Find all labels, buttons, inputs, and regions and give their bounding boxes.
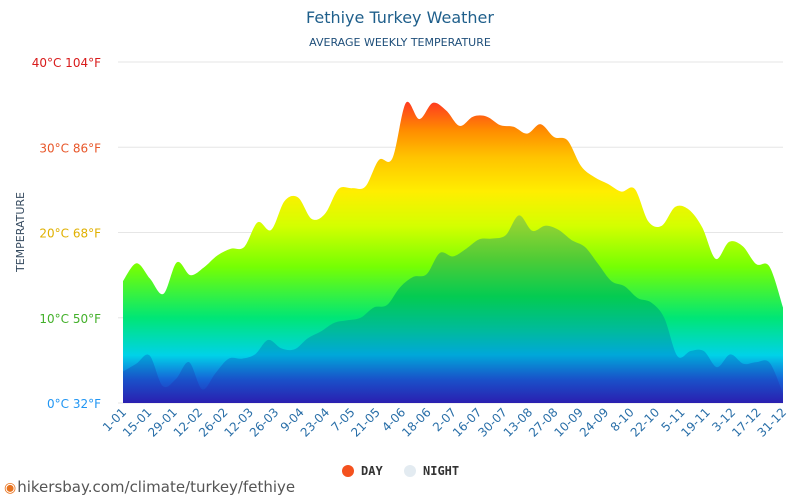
legend-night-marker bbox=[404, 465, 416, 477]
legend-day-marker bbox=[342, 465, 354, 477]
y-tick-label: 10°C 50°F bbox=[39, 312, 101, 326]
legend: DAY NIGHT bbox=[342, 464, 459, 478]
legend-night-label: NIGHT bbox=[423, 464, 459, 478]
legend-day-label: DAY bbox=[361, 464, 383, 478]
x-tick-label: 22-10 bbox=[628, 405, 663, 440]
y-tick-label: 40°C 104°F bbox=[32, 56, 101, 70]
y-tick-label: 30°C 86°F bbox=[39, 141, 101, 155]
y-axis-ticks: 0°C 32°F 10°C 50°F 20°C 68°F 30°C 86°F 40°C … bbox=[32, 56, 101, 411]
x-tick-label: 24-09 bbox=[577, 405, 612, 440]
x-tick-label: 31-12 bbox=[755, 405, 790, 440]
series-night-area bbox=[123, 215, 783, 403]
y-tick-label: 20°C 68°F bbox=[39, 227, 101, 241]
x-tick-label: 21-05 bbox=[348, 405, 383, 440]
y-axis-label: TEMPERATURE bbox=[14, 192, 27, 273]
source-text: hikersbay.com/climate/turkey/fethiye bbox=[17, 478, 296, 496]
y-tick-label: 0°C 32°F bbox=[47, 397, 101, 411]
chart-title: Fethiye Turkey Weather bbox=[306, 8, 494, 27]
x-axis-ticks: 1-0115-0129-0112-0226-0212-0326-039-0423… bbox=[100, 405, 789, 440]
source-link[interactable]: ◉hikersbay.com/climate/turkey/fethiye bbox=[4, 478, 295, 496]
x-tick-label: 26-03 bbox=[247, 405, 282, 440]
chart-subtitle: AVERAGE WEEKLY TEMPERATURE bbox=[309, 36, 491, 49]
x-tick-label: 23-04 bbox=[298, 405, 333, 440]
x-tick-label: 19-11 bbox=[678, 405, 713, 440]
legend-item-night[interactable]: NIGHT bbox=[404, 464, 459, 478]
x-tick-label: 18-06 bbox=[399, 405, 434, 440]
location-pin-icon: ◉ bbox=[4, 480, 17, 496]
legend-item-day[interactable]: DAY bbox=[342, 464, 383, 478]
